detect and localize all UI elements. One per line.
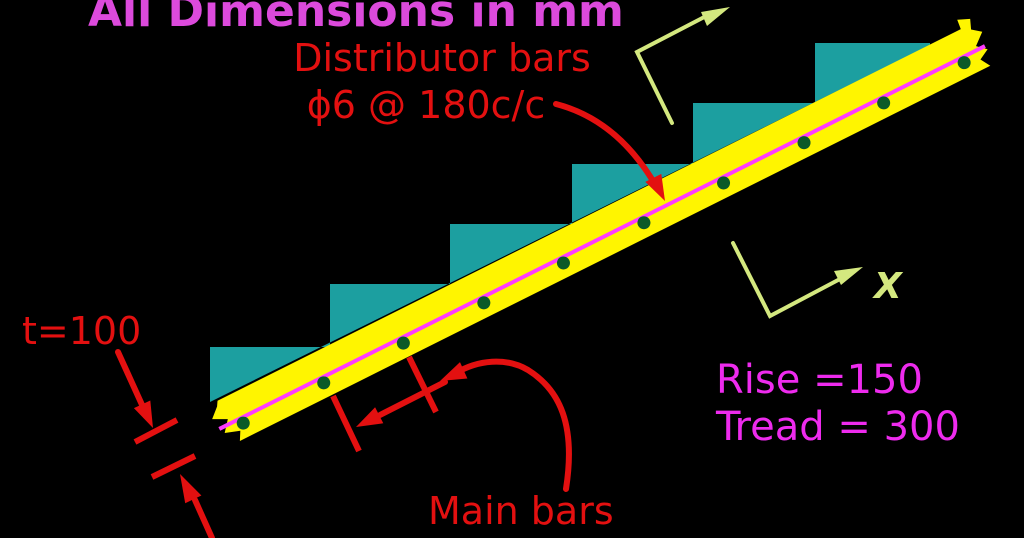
main-bar-spacing-arrowhead-icon <box>356 407 384 427</box>
main-bar-spacing-tick-lower <box>330 394 362 453</box>
main-bar-spacing-tick-upper <box>406 355 439 414</box>
thickness-tick-lower <box>150 453 197 480</box>
thickness-tick-upper <box>133 417 179 445</box>
x-axis-label: X <box>872 266 904 307</box>
rise-dimension-label: Rise =150 <box>716 357 923 403</box>
main-bar-spacing-arrow-line <box>377 379 448 418</box>
main-bars-label: Main bars <box>428 489 614 533</box>
thickness-arrow-lower-head-icon <box>180 474 202 504</box>
main-bar-dot <box>556 256 570 270</box>
axis-arrow-top-head-icon <box>701 7 730 26</box>
stair-steps <box>210 43 930 402</box>
main-bar-dots <box>236 56 971 430</box>
distributor-leader-line <box>553 101 659 189</box>
main-bar-dot <box>637 216 651 230</box>
distributor-leader-arrowhead-icon <box>645 173 665 201</box>
axis-arrow-top-line <box>634 11 714 125</box>
tread-dimension-label: Tread = 300 <box>715 404 960 450</box>
main-bar-dot <box>396 336 410 350</box>
main-bar-dot <box>717 176 731 190</box>
x-axis-arrow-line <box>731 241 842 319</box>
thickness-arrow-upper-line <box>115 349 146 410</box>
distributor-bars-label-line2: ϕ6 @ 180c/c <box>307 83 546 127</box>
thickness-label: t=100 <box>22 309 141 353</box>
section-axis-arrow-top <box>634 7 730 125</box>
x-axis-arrow: X <box>731 241 904 319</box>
distributor-bars-label-line1: Distributor bars <box>293 36 591 80</box>
page-title: All Dimensions in mm <box>88 0 624 37</box>
main-bar-dot <box>477 296 491 310</box>
distributor-bar-line <box>218 44 986 431</box>
waist-slab-group <box>212 18 991 441</box>
main-bars-leader-line <box>453 358 572 492</box>
main-bar-dot <box>236 416 250 430</box>
main-bar-dot <box>317 376 331 390</box>
x-axis-arrow-head-icon <box>834 267 863 285</box>
main-bar-dot <box>797 136 811 150</box>
thickness-arrow-lower-line <box>192 497 215 538</box>
thickness-arrow-upper-head-icon <box>133 400 153 428</box>
main-bar-dot <box>957 56 971 70</box>
main-bars-leader-arrowhead-icon <box>440 362 468 381</box>
main-bar-dot <box>877 96 891 110</box>
